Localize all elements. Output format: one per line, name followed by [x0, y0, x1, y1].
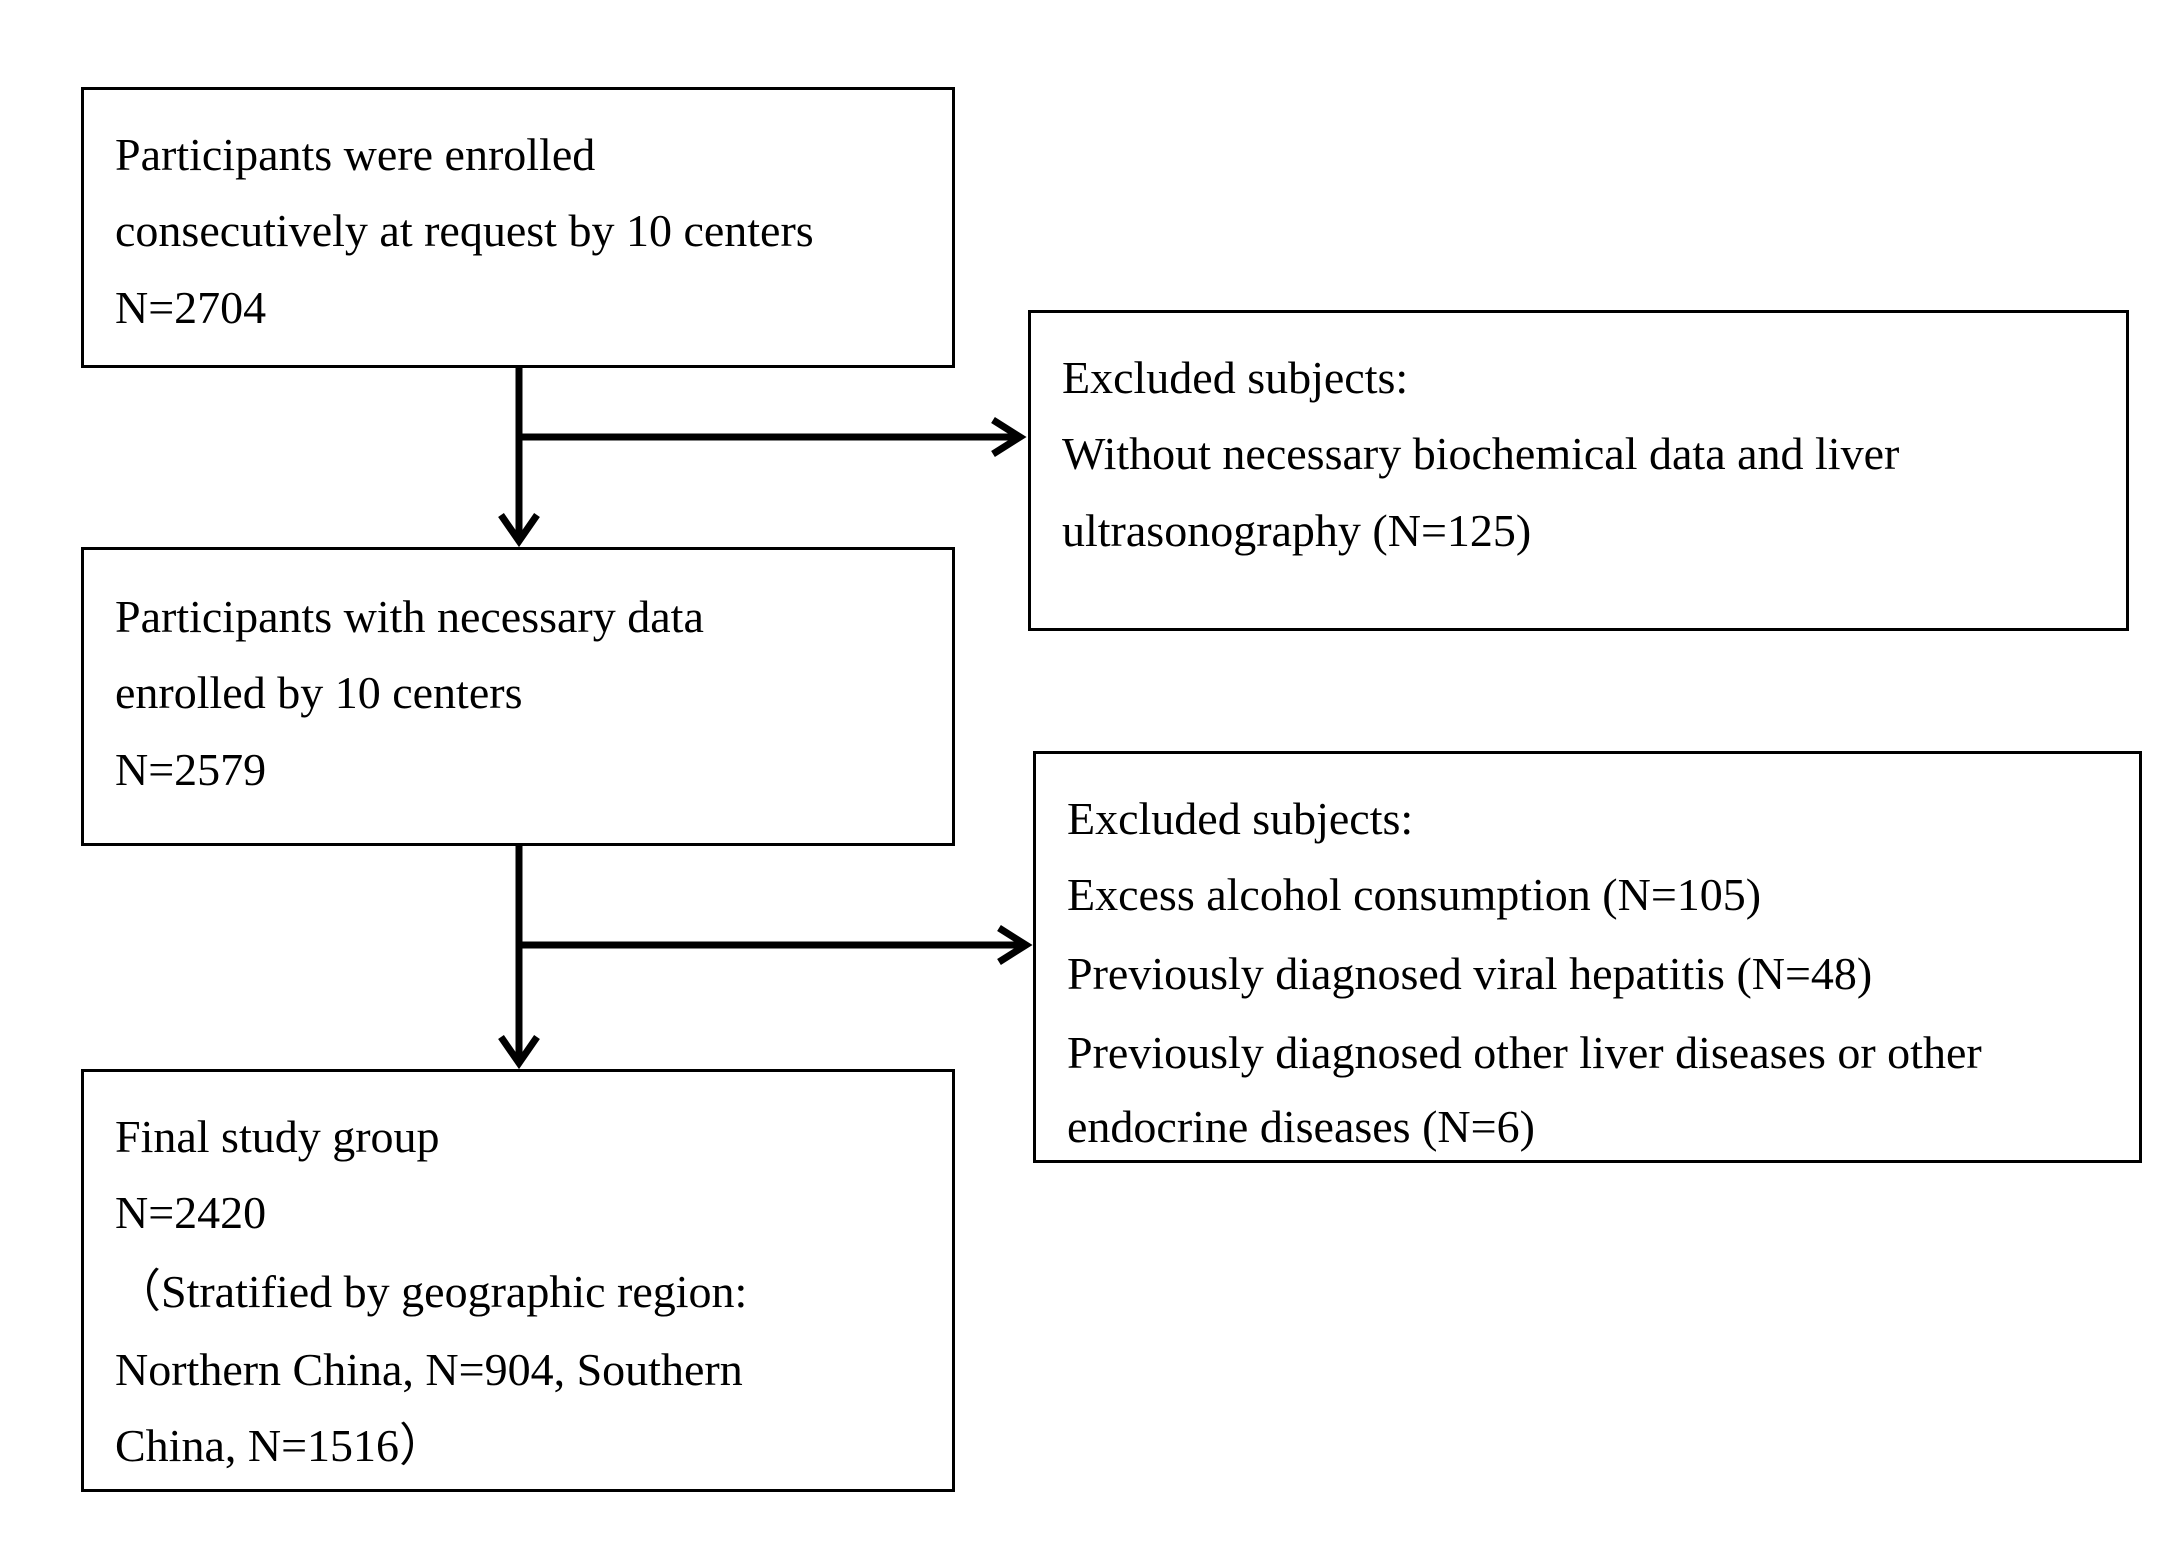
box-with-data-line-2: enrolled by 10 centers	[115, 667, 523, 718]
box-exclusion-2: Excluded subjects: Excess alcohol consum…	[1033, 751, 2142, 1163]
box-final-line-2: N=2420	[115, 1187, 267, 1238]
arrow-branch-exclusion-1-head	[991, 417, 1027, 457]
box-final-line-3: （Stratified by geographic region:	[115, 1266, 748, 1317]
box-final-line-1: Final study group	[115, 1111, 440, 1162]
box-exclusion-2-line-3: Previously diagnosed viral hepatitis (N=…	[1067, 948, 1873, 999]
box-exclusion-1-line-3: ultrasonography (N=125)	[1062, 505, 1532, 556]
box-final: Final study group N=2420 （Stratified by …	[81, 1069, 955, 1492]
box-exclusion-2-line-4: Previously diagnosed other liver disease…	[1067, 1027, 1982, 1078]
box-exclusion-2-line-1: Excluded subjects:	[1067, 793, 1414, 844]
box-final-line-5: China, N=1516）	[115, 1420, 446, 1471]
box-enrolled-line-1: Participants were enrolled	[115, 129, 596, 180]
arrow-enrolled-to-with-data-head	[498, 513, 540, 548]
box-exclusion-2-line-5: endocrine diseases (N=6)	[1067, 1101, 1535, 1152]
box-enrolled: Participants were enrolled consecutively…	[81, 87, 955, 368]
box-exclusion-2-line-2: Excess alcohol consumption (N=105)	[1067, 869, 1762, 920]
box-with-data: Participants with necessary data enrolle…	[81, 547, 955, 846]
box-exclusion-1-line-1: Excluded subjects:	[1062, 352, 1409, 403]
box-exclusion-1-line-2: Without necessary biochemical data and l…	[1062, 428, 1900, 479]
box-with-data-line-1: Participants with necessary data	[115, 591, 704, 642]
box-exclusion-1: Excluded subjects: Without necessary bio…	[1028, 310, 2129, 631]
box-with-data-line-3: N=2579	[115, 744, 267, 795]
box-final-line-4: Northern China, N=904, Southern	[115, 1344, 743, 1395]
arrow-with-data-to-final-head	[498, 1035, 540, 1070]
box-enrolled-line-2: consecutively at request by 10 centers	[115, 205, 814, 256]
box-enrolled-line-3: N=2704	[115, 282, 267, 333]
arrow-branch-exclusion-2-head	[997, 925, 1033, 965]
